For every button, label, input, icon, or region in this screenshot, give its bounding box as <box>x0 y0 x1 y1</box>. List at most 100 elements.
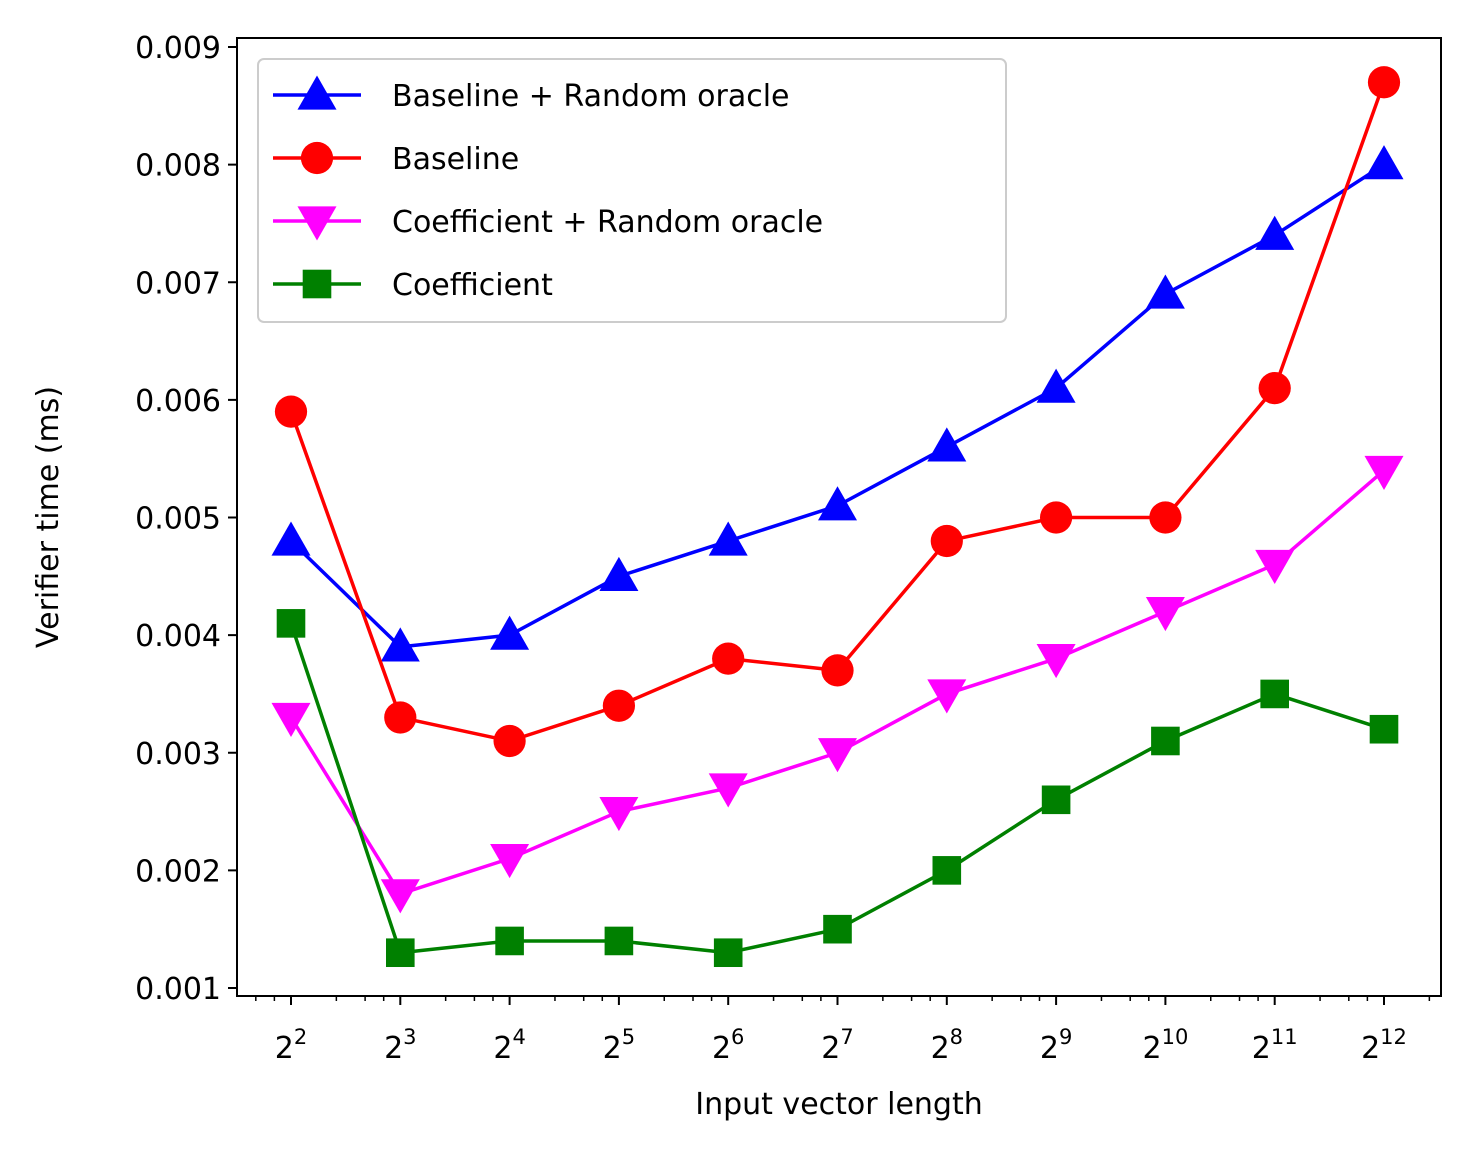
x-tick-exponent: 8 <box>950 1025 963 1049</box>
data-point <box>708 773 748 808</box>
x-tick-label: 210 <box>1142 1025 1188 1066</box>
data-point <box>380 627 420 662</box>
data-point <box>1260 679 1289 709</box>
x-tick-label: 29 <box>1040 1025 1072 1066</box>
data-point <box>713 938 743 968</box>
data-point <box>1145 274 1185 309</box>
data-point <box>821 654 854 687</box>
data-point <box>712 642 745 675</box>
data-point <box>1258 371 1291 405</box>
data-point <box>490 843 530 879</box>
x-tick-base: 2 <box>931 1031 950 1066</box>
y-tick-label: 0.002 <box>135 854 221 889</box>
data-point <box>490 615 530 650</box>
data-point <box>1364 455 1404 490</box>
data-point <box>1041 785 1071 815</box>
x-tick-label: 212 <box>1361 1025 1407 1066</box>
data-point <box>380 879 420 914</box>
x-tick-exponent: 5 <box>622 1025 635 1049</box>
y-tick-label: 0.009 <box>135 31 221 66</box>
x-tick-base: 2 <box>384 1031 403 1066</box>
data-point <box>927 427 967 462</box>
y-tick-label: 0.008 <box>135 149 221 184</box>
y-tick-label: 0.001 <box>135 972 221 1007</box>
legend-entry: Baseline <box>273 141 519 177</box>
data-point <box>271 702 311 737</box>
x-tick-exponent: 2 <box>294 1025 307 1049</box>
data-point <box>599 796 639 832</box>
data-point <box>1367 66 1401 99</box>
data-point <box>932 856 962 885</box>
data-point <box>708 521 748 556</box>
ticks-layer: 0.001 0.002 0.003 0.004 0.005 0.006 0.007 0.008… <box>135 31 1431 1066</box>
x-tick-label: 27 <box>821 1025 853 1066</box>
y-tick-label: 0.004 <box>135 619 221 654</box>
data-point <box>1151 726 1180 756</box>
data-point <box>495 926 524 956</box>
data-point <box>1036 368 1076 403</box>
y-axis-label: Verifier time (ms) <box>31 386 66 648</box>
data-point <box>927 679 967 714</box>
legend-marker <box>297 75 337 110</box>
legend-label: Baseline <box>392 142 519 177</box>
x-tick-base: 2 <box>1252 1031 1271 1066</box>
y-tick-label: 0.005 <box>135 502 221 537</box>
data-point <box>602 689 636 722</box>
data-point <box>386 938 415 968</box>
x-tick-exponent: 12 <box>1380 1025 1407 1049</box>
legend-entry: Coefficient + Random oracle <box>273 205 823 241</box>
plot-frame <box>236 37 1442 997</box>
x-tick-base: 2 <box>1040 1031 1059 1066</box>
data-point <box>1149 501 1182 534</box>
data-point <box>276 609 306 638</box>
x-tick-exponent: 3 <box>403 1025 416 1049</box>
x-tick-exponent: 10 <box>1162 1025 1189 1049</box>
legend-label: Baseline + Random oracle <box>392 79 790 114</box>
y-tick-label: 0.006 <box>135 384 221 419</box>
data-point <box>384 701 417 734</box>
data-point <box>271 521 311 556</box>
x-tick-label: 211 <box>1252 1025 1298 1066</box>
legend-label: Coefficient + Random oracle <box>392 205 823 240</box>
data-point <box>1369 714 1399 744</box>
data-point <box>493 724 526 758</box>
data-point <box>818 738 857 773</box>
x-tick-base: 2 <box>493 1031 512 1066</box>
data-point <box>818 486 857 521</box>
data-point <box>604 926 634 956</box>
x-tick-base: 2 <box>821 1031 840 1066</box>
legend-entry: Coefficient <box>273 268 553 303</box>
data-point <box>823 914 852 944</box>
x-tick-exponent: 7 <box>840 1025 853 1049</box>
legend-marker <box>302 269 332 299</box>
x-tick-base: 2 <box>712 1031 731 1066</box>
x-tick-label: 24 <box>493 1025 525 1066</box>
data-point <box>599 556 639 591</box>
legend-marker <box>297 206 337 241</box>
series-2 <box>271 455 1404 914</box>
data-point <box>1255 215 1295 250</box>
x-tick-label: 26 <box>712 1025 744 1066</box>
x-tick-exponent: 4 <box>512 1025 525 1049</box>
legend-entry: Baseline + Random oracle <box>273 75 790 114</box>
series-3 <box>276 609 1399 968</box>
data-point <box>1039 501 1073 534</box>
data-point <box>1255 549 1295 585</box>
x-tick-label: 25 <box>603 1025 635 1066</box>
x-tick-label: 22 <box>275 1025 307 1066</box>
x-tick-exponent: 11 <box>1271 1025 1298 1049</box>
legend-label: Coefficient <box>392 268 553 303</box>
series-1 <box>274 66 1401 758</box>
legend-box <box>257 58 1007 323</box>
x-tick-base: 2 <box>1361 1031 1380 1066</box>
x-tick-exponent: 9 <box>1059 1025 1072 1049</box>
series-0 <box>271 145 1404 662</box>
x-tick-exponent: 6 <box>731 1025 744 1049</box>
y-tick-label: 0.007 <box>135 266 221 301</box>
x-tick-base: 2 <box>603 1031 622 1066</box>
data-point <box>274 395 308 428</box>
x-tick-base: 2 <box>1142 1031 1161 1066</box>
legend: Baseline + Random oracle Baseline Coeffici… <box>257 58 1007 323</box>
data-point <box>930 524 963 558</box>
